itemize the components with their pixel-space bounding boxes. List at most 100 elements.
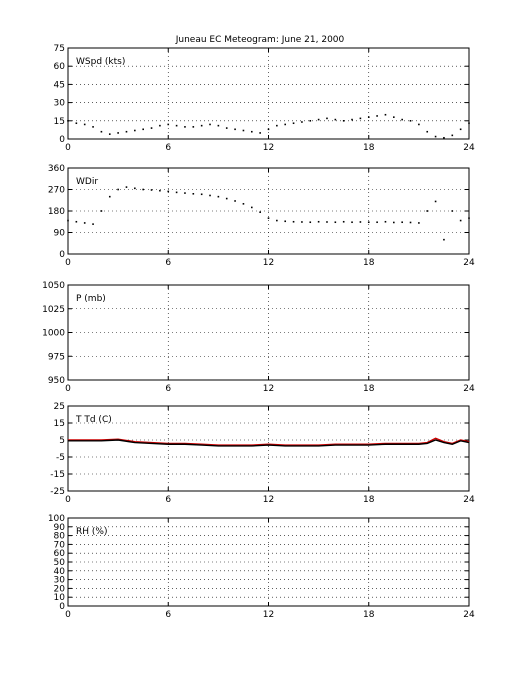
data-point	[150, 127, 153, 129]
y-tick-label: 950	[48, 376, 65, 386]
data-point	[175, 124, 178, 127]
data-point	[334, 221, 337, 224]
panel-label: T Td (C)	[75, 415, 112, 425]
panel-0: 0 6 12 18 24 0 15 30 45 60 75 WSpd (kts)	[54, 44, 475, 153]
x-tick-label: 6	[165, 495, 171, 505]
data-point	[276, 219, 278, 222]
data-point	[276, 124, 278, 127]
data-point	[376, 221, 378, 224]
x-tick-label: 12	[263, 143, 274, 153]
data-point	[459, 128, 462, 131]
y-tick-label: 90	[54, 523, 66, 533]
data-point	[426, 130, 429, 133]
data-point	[83, 123, 86, 126]
y-tick-label: 50	[54, 558, 66, 568]
data-point	[459, 219, 462, 222]
data-point	[234, 200, 236, 202]
data-point	[209, 123, 211, 126]
y-tick-label: 1050	[42, 281, 65, 291]
data-point	[192, 193, 195, 195]
y-tick-label: 20	[54, 584, 66, 594]
data-point	[117, 188, 119, 191]
data-point	[426, 210, 429, 212]
data-point	[468, 217, 470, 219]
y-tick-label: 975	[48, 352, 65, 362]
data-point	[175, 191, 178, 194]
data-point	[367, 116, 370, 118]
data-point	[284, 123, 287, 126]
y-tick-label: 45	[54, 80, 65, 90]
data-point	[192, 126, 195, 128]
data-point	[92, 223, 94, 225]
data-point	[342, 220, 345, 223]
data-point	[443, 136, 445, 139]
x-tick-label: 24	[463, 384, 475, 394]
data-point	[184, 192, 186, 194]
data-point	[134, 129, 136, 132]
y-tick-label: 100	[48, 514, 65, 524]
x-tick-label: 18	[363, 610, 375, 620]
data-point	[267, 128, 270, 131]
data-point	[267, 217, 270, 219]
plot-frame	[67, 47, 470, 140]
data-point	[393, 221, 395, 224]
data-point	[359, 221, 362, 223]
panel-label: WSpd (kts)	[76, 57, 125, 67]
data-point	[142, 188, 144, 191]
data-point	[217, 195, 220, 198]
data-point	[200, 193, 203, 196]
data-point	[217, 124, 220, 127]
data-point	[259, 211, 261, 213]
data-point	[159, 189, 161, 192]
x-tick-label: 6	[165, 610, 171, 620]
data-point	[250, 206, 253, 209]
y-tick-label: 80	[54, 532, 66, 542]
data-point	[259, 132, 261, 134]
data-point	[234, 128, 236, 131]
data-point	[284, 220, 287, 223]
data-point	[167, 190, 170, 193]
data-point	[451, 210, 454, 212]
x-tick-label: 0	[65, 610, 71, 620]
x-tick-label: 0	[65, 495, 71, 505]
y-tick-label: 40	[54, 567, 66, 577]
data-point	[342, 120, 345, 122]
data-point	[351, 221, 353, 224]
y-tick-label: 60	[54, 549, 66, 559]
data-point	[142, 128, 144, 131]
x-tick-label: 6	[165, 258, 171, 268]
data-point	[443, 238, 445, 241]
data-point	[167, 123, 170, 126]
x-tick-label: 6	[165, 143, 171, 153]
y-tick-label: 15	[54, 419, 65, 429]
y-tick-label: 0	[59, 250, 65, 260]
series-line	[68, 437, 470, 446]
data-point	[92, 126, 94, 128]
data-point	[209, 194, 211, 197]
data-point	[150, 189, 153, 191]
x-tick-label: 18	[363, 143, 375, 153]
y-tick-label: 0	[59, 602, 65, 612]
data-point	[309, 221, 312, 224]
data-point	[351, 118, 353, 121]
data-point	[434, 135, 437, 138]
data-point	[108, 195, 111, 198]
data-point	[242, 129, 245, 132]
panel-label: P (mb)	[76, 294, 106, 304]
x-tick-label: 12	[263, 495, 274, 505]
series-line	[68, 439, 470, 447]
data-point	[468, 122, 470, 125]
data-point	[100, 210, 103, 212]
y-tick-label: 30	[54, 576, 66, 586]
x-tick-label: 24	[463, 143, 475, 153]
data-point	[292, 220, 295, 223]
panel-label: RH (%)	[76, 527, 107, 537]
y-tick-label: 15	[54, 117, 65, 127]
data-point	[67, 120, 69, 122]
y-tick-label: 90	[54, 229, 66, 239]
y-tick-label: 0	[59, 135, 65, 145]
data-point	[376, 115, 378, 117]
data-point	[292, 122, 295, 125]
panel-3: 0 6 12 18 24 -25 -15 -5 5 15 25 T Td (C)	[50, 402, 475, 505]
